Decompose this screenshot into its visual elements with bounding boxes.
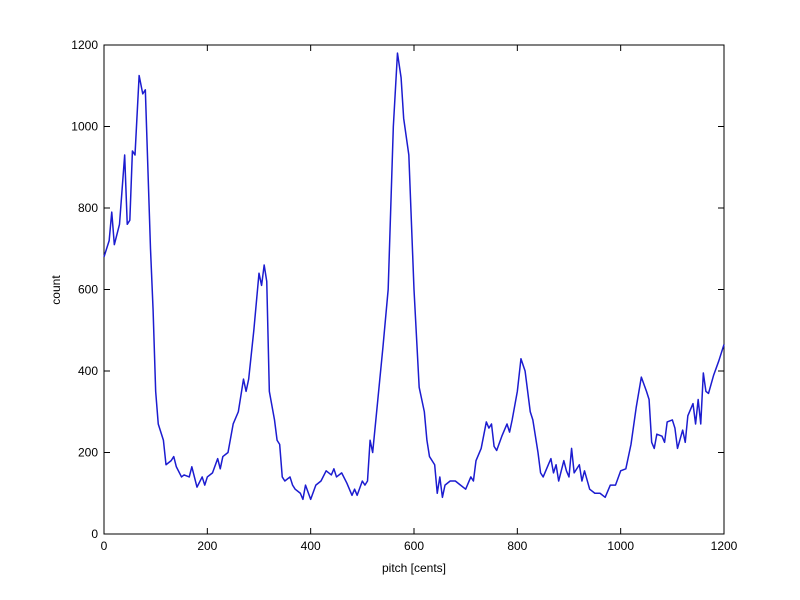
line-series [103, 52, 725, 501]
x-tick-label: 400 [301, 539, 321, 553]
y-tick-label: 800 [78, 201, 98, 215]
x-axis-label: pitch [cents] [382, 561, 446, 575]
x-tick-label: 800 [507, 539, 527, 553]
x-tick-label: 600 [404, 539, 424, 553]
x-tick-label: 1200 [711, 539, 738, 553]
y-tick-label: 400 [78, 364, 98, 378]
y-tick-label: 0 [91, 527, 98, 541]
y-tick-label: 600 [78, 283, 98, 297]
x-tick-label: 1000 [607, 539, 634, 553]
y-tick-label: 1000 [71, 120, 98, 134]
x-tick-label: 0 [101, 539, 108, 553]
y-tick-label: 200 [78, 446, 98, 460]
y-tick-label: 1200 [71, 38, 98, 52]
x-tick-label: 200 [197, 539, 217, 553]
y-axis-label: count [49, 275, 63, 305]
